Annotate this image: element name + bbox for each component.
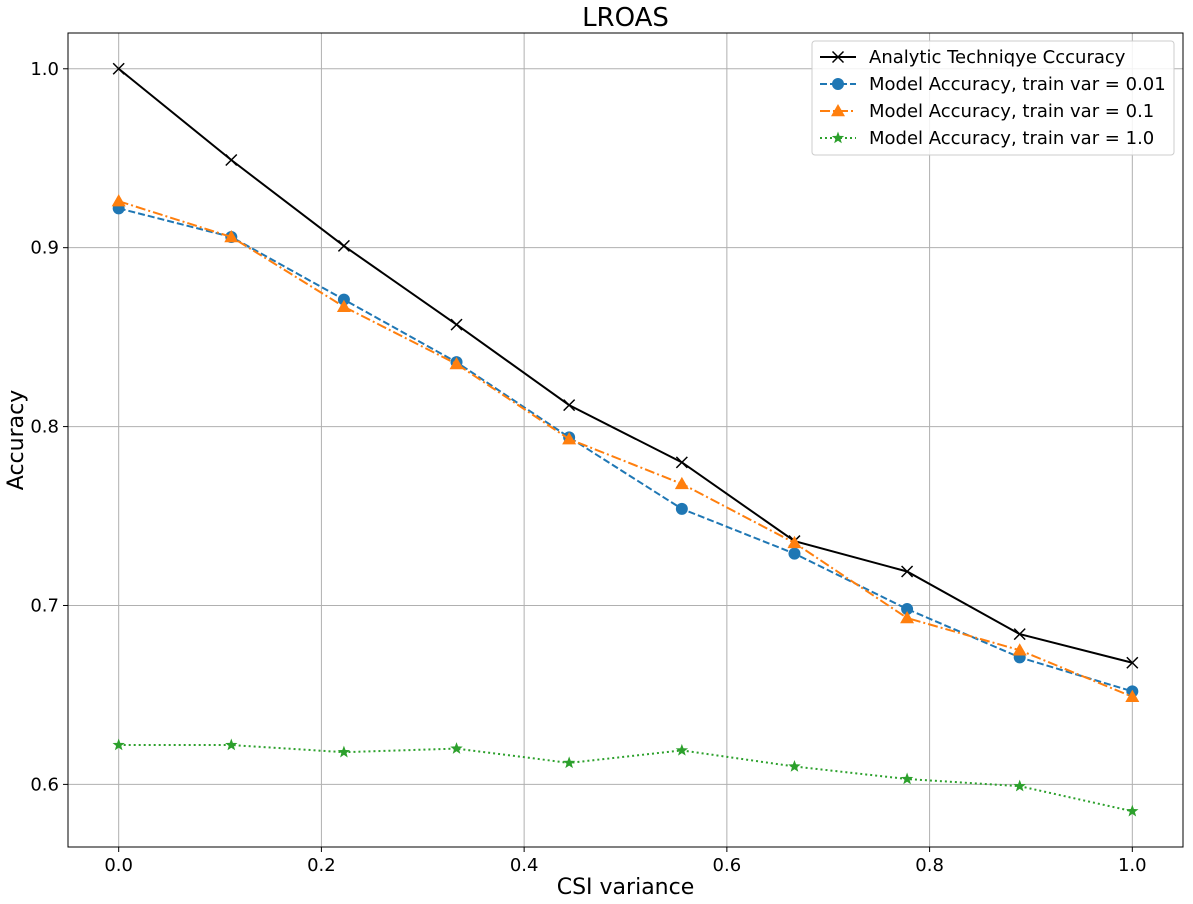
legend-marker (832, 78, 844, 90)
plot-frame (67, 32, 1184, 848)
legend-label: Analytic Techniqye Cccuracy (869, 47, 1126, 68)
legend-marker (831, 104, 845, 117)
legend-label: Model Accuracy, train var = 0.1 (869, 101, 1154, 122)
series-line (118, 207, 1133, 693)
series-group (111, 62, 1140, 817)
data-point (675, 456, 688, 469)
data-point (900, 611, 915, 624)
data-point (450, 742, 463, 754)
data-point (449, 356, 464, 370)
data-point (1012, 643, 1027, 656)
axis-ticks: 0.0 0.2 0.4 0.6 0.8 1.0 0.6 0.7 0.8 0.9 1.0 (30, 59, 1146, 876)
y-tick-label: 0.6 (30, 774, 59, 795)
data-point (562, 432, 577, 445)
y-tick-label: 0.9 (30, 238, 59, 259)
x-axis-title: CSI variance (557, 875, 695, 900)
y-axis-title: Accuracy (4, 390, 29, 490)
legend-marker (831, 131, 845, 144)
legend: Analytic Techniqye Cccuracy Model Accurac… (811, 40, 1175, 156)
data-point (111, 194, 126, 207)
data-point (788, 759, 801, 772)
data-point (112, 62, 125, 75)
data-point (1013, 779, 1026, 792)
data-point (674, 476, 689, 490)
x-tick-label: 0.2 (307, 855, 336, 876)
series-2 (112, 202, 1139, 698)
data-point (337, 745, 351, 758)
x-tick-label: 0.8 (915, 855, 944, 876)
data-point (1126, 804, 1139, 817)
series-line (118, 744, 1133, 813)
data-point (225, 153, 238, 167)
x-tick-label: 0.0 (104, 855, 133, 876)
legend-item: Model Accuracy, train var = 0.1 (820, 101, 1154, 122)
data-point (1126, 656, 1139, 669)
data-point (901, 603, 914, 616)
data-point (337, 239, 350, 252)
legend-box (811, 40, 1175, 156)
data-point (336, 299, 351, 312)
x-tick-label: 1.0 (1118, 855, 1147, 876)
legend-item: Model Accuracy, train var = 1.0 (820, 128, 1154, 149)
data-point (1013, 628, 1026, 641)
data-point (901, 565, 914, 578)
data-point (788, 547, 801, 560)
legend-item: Model Accuracy, train var = 0.01 (820, 74, 1166, 95)
x-tick-label: 0.4 (510, 855, 539, 876)
data-point (562, 756, 576, 769)
data-point (675, 502, 688, 515)
series-line (118, 200, 1133, 698)
series-line (118, 68, 1133, 664)
data-point (1125, 689, 1140, 702)
data-point (337, 293, 350, 306)
chart-title: LROAS (582, 3, 669, 33)
data-point (450, 318, 463, 331)
data-point (224, 229, 239, 243)
series-3 (111, 194, 1140, 702)
data-point (900, 772, 914, 785)
data-point (675, 743, 689, 756)
data-point (225, 738, 238, 751)
legend-label: Model Accuracy, train var = 0.01 (869, 74, 1166, 95)
legend-label: Model Accuracy, train var = 1.0 (869, 128, 1154, 149)
data-point (787, 535, 802, 549)
y-tick-label: 0.8 (30, 417, 59, 438)
y-tick-label: 1.0 (30, 59, 59, 80)
x-tick-label: 0.6 (713, 855, 742, 876)
grid (68, 33, 1183, 847)
y-tick-label: 0.7 (30, 595, 59, 616)
legend-item: Analytic Techniqye Cccuracy (820, 47, 1126, 68)
data-point (563, 399, 576, 412)
data-point (112, 738, 125, 751)
series-4 (112, 738, 1139, 817)
legend-marker (831, 50, 845, 64)
